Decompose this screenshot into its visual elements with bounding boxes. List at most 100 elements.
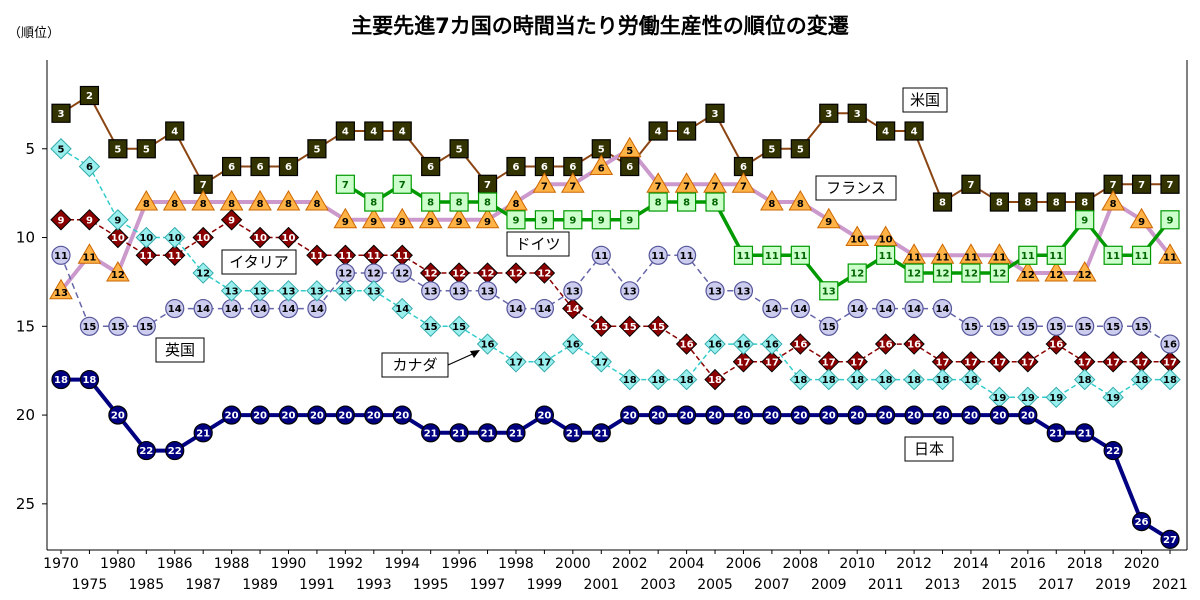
series-6-value-label: 20 [367,411,381,422]
series-0-marker [392,121,412,141]
series-3-point: 9 [50,209,72,231]
series-3-marker [675,333,698,355]
series-4-line [60,254,1171,345]
series-4-marker [904,298,924,319]
series-1-marker [589,154,614,176]
series-3-point: 17 [931,351,954,373]
y-tick-label: 25 [16,495,35,513]
series-1-point: 6 [589,154,614,176]
x-tick-label: 1970 [43,556,79,572]
series-6-point: 21 [449,423,469,443]
series-6-point: 20 [364,405,384,425]
series-4-value-label: 16 [1163,340,1177,351]
series-6-value-label: 20 [708,411,722,422]
series-4-point: 15 [961,316,981,336]
x-tick-label: 1995 [413,577,449,593]
series-1-value-label: 8 [797,199,804,210]
series-0-point: 8 [1075,192,1095,212]
series-0-marker [250,156,270,177]
x-tick-label: 2020 [1124,556,1160,572]
series-5-point: 18 [960,368,982,391]
series-1-marker [447,207,471,229]
series-1-point: 12 [1015,261,1040,282]
series-6-marker [1103,440,1123,461]
series-6-value-label: 20 [651,411,665,422]
series-4-value-label: 15 [964,322,978,333]
series-5-marker [761,333,783,355]
series-6-value-label: 22 [1106,446,1120,457]
series-2-point: 12 [989,263,1009,283]
series-0-value-label: 5 [313,144,320,155]
series-0-value-label: 5 [143,144,150,155]
series-1-value-label: 8 [228,199,235,210]
series-5-marker [334,280,357,302]
series-2-point: 11 [790,245,810,265]
series-5-value-label: 18 [680,375,694,386]
series-4-value-label: 13 [708,286,722,297]
series-4-marker [1103,316,1123,336]
series-6-value-label: 20 [338,411,352,422]
series-1-point: 7 [731,172,756,193]
series-4-marker [563,281,583,301]
series-2-marker [1131,245,1152,265]
series-6-marker [932,405,953,425]
series-2-point: 11 [876,245,896,265]
series-0-marker [762,139,782,159]
series-6-point: 21 [421,423,441,443]
series-0-value-label: 5 [456,144,463,155]
series-5-point: 18 [647,368,669,391]
series-1-point: 7 [674,172,699,193]
series-1-point: 13 [49,278,73,300]
series-2-point: 11 [1018,245,1038,265]
series-2-value-label: 11 [1135,251,1149,262]
series-4-value-label: 13 [424,286,438,297]
series-4-marker [165,298,185,319]
series-4-marker [876,298,896,319]
series-5-point: 13 [249,280,271,302]
series-3-value-label: 17 [737,357,751,368]
series-3-point: 11 [391,244,413,266]
series-5-point: 17 [505,351,527,373]
series-6-marker [1046,423,1066,443]
series-5-line [60,148,1170,399]
series-1-marker [987,243,1012,264]
series-1-marker [49,278,73,300]
series-5-value-label: 18 [822,375,836,386]
series-6-marker [392,405,412,425]
series-6-marker [307,405,327,425]
x-tick-label: 1992 [328,556,364,572]
series-5-value-label: 13 [338,286,352,297]
series-1-point: 11 [77,243,102,264]
series-2-point: 11 [762,245,782,265]
series-3-point: 11 [164,244,186,266]
series-4-value-label: 14 [310,304,324,315]
series-1-value-label: 11 [936,252,950,263]
series-6-value-label: 20 [964,411,978,422]
series-2-marker [733,245,754,265]
series-1-point: 9 [418,207,443,229]
series-1-point: 8 [305,190,329,211]
series-6-point: 22 [136,440,156,461]
series-3-marker [220,209,243,231]
series-5-marker [533,351,556,373]
series-2-point: 9 [1160,210,1180,230]
series-5-marker [419,315,442,338]
series-5-marker [249,280,271,302]
series-4-marker [506,298,526,319]
series-3-marker [277,226,300,249]
series-4-point: 11 [676,245,697,265]
series-0-marker [790,139,810,159]
series-1-marker [191,190,216,211]
series-6-value-label: 20 [793,411,807,422]
series-4-value-label: 12 [395,269,409,280]
series-1-marker [390,207,415,229]
series-4-marker [819,316,839,336]
series-1-marker [1072,261,1097,282]
series-2-value-label: 11 [737,251,751,262]
series-3-value-label: 9 [86,215,93,226]
series-4-point: 15 [108,316,128,336]
series-5-marker [590,351,612,373]
series-1-value-label: 9 [825,217,832,228]
series-1-value-label: 8 [313,199,320,210]
series-6-point: 21 [591,423,611,443]
